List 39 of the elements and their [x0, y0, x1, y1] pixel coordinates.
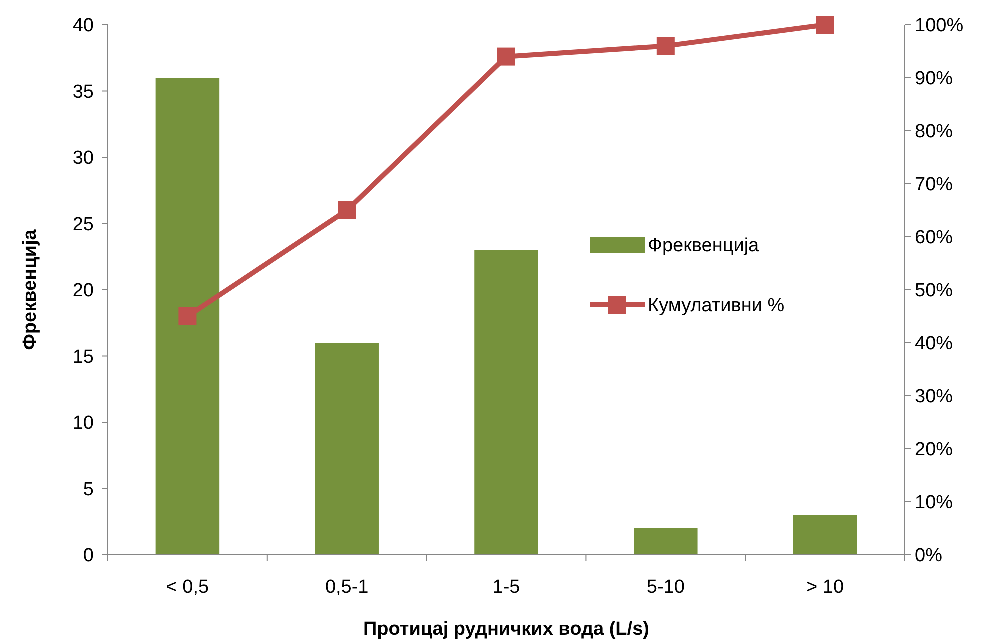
x-tick-label: 0,5-1 — [325, 577, 369, 598]
point — [816, 16, 834, 34]
bar — [634, 528, 698, 555]
x-tick-label: 5-10 — [646, 577, 685, 598]
y2-tick-label: 40% — [915, 334, 954, 355]
y-tick-label: 40 — [72, 16, 94, 37]
x-tick-label: 1-5 — [492, 577, 520, 598]
legend-label: Кумулативни % — [648, 296, 785, 317]
legend-label: Фреквенција — [648, 236, 760, 257]
y2-tick-label: 100% — [915, 16, 964, 37]
y-tick-label: 25 — [72, 214, 94, 236]
point — [338, 202, 356, 220]
y2-tick-label: 70% — [915, 174, 954, 196]
y2-tick-label: 50% — [915, 280, 954, 302]
x-tick-label: < 0,5 — [166, 577, 210, 598]
y2-tick-label: 80% — [915, 122, 954, 143]
y-tick-label: 30 — [72, 148, 94, 170]
point — [656, 37, 675, 56]
y-tick-label: 15 — [72, 346, 94, 368]
y-tick-label: 20 — [72, 280, 94, 302]
bar — [156, 78, 220, 555]
y-tick-label: 5 — [83, 479, 94, 500]
y2-tick-label: 20% — [915, 440, 954, 461]
y-tick-label: 0 — [83, 546, 94, 567]
bar — [793, 515, 858, 555]
y2-tick-label: 90% — [915, 68, 954, 90]
x-axis-title: Протицај рудничких вода (L/s) — [364, 619, 650, 640]
y-axis-title: Фреквенција — [20, 229, 41, 350]
y2-tick-label: 60% — [915, 228, 954, 249]
y-tick-label: 10 — [72, 413, 94, 434]
y2-tick-label: 30% — [915, 386, 954, 408]
y-tick-label: 35 — [72, 82, 94, 103]
y2-tick-label: 10% — [915, 492, 954, 514]
bar — [474, 250, 538, 555]
x-tick-label: > 10 — [806, 577, 844, 598]
bar — [315, 343, 379, 555]
y2-tick-label: 0% — [915, 546, 943, 567]
point — [178, 308, 197, 326]
point — [498, 48, 516, 66]
